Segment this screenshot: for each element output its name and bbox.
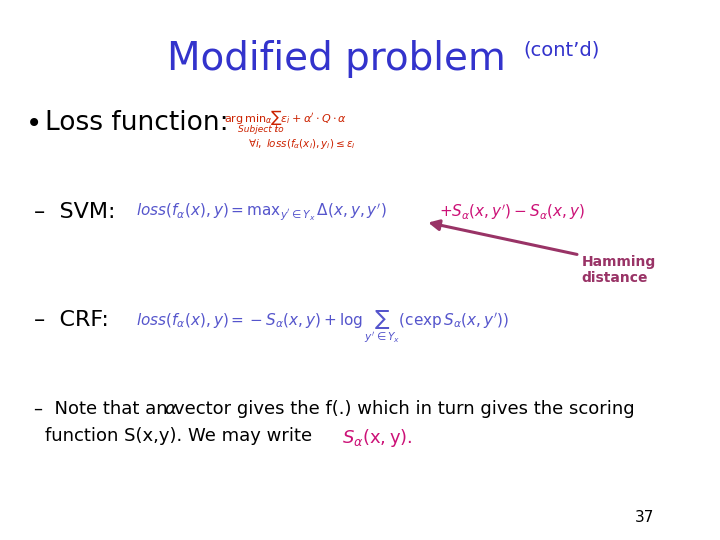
Text: –  CRF:: – CRF: — [34, 310, 109, 330]
Text: $loss(f_\alpha(x), y) = \mathrm{max}_{y' \in Y_x}\, \Delta(x, y, y')$: $loss(f_\alpha(x), y) = \mathrm{max}_{y'… — [135, 202, 387, 223]
Text: $\alpha$: $\alpha$ — [163, 400, 177, 418]
Text: Subject to: Subject to — [238, 125, 284, 134]
Text: Loss function:: Loss function: — [45, 110, 228, 136]
Text: $\forall i,\; loss(f_\alpha(x_i), y_i) \leq \varepsilon_i$: $\forall i,\; loss(f_\alpha(x_i), y_i) \… — [248, 137, 356, 151]
Text: –  SVM:: – SVM: — [34, 202, 115, 222]
Text: $S_\alpha\mathrm{(x,y).}$: $S_\alpha\mathrm{(x,y).}$ — [342, 427, 413, 449]
Text: (cont’d): (cont’d) — [523, 40, 600, 59]
Text: •: • — [26, 110, 42, 138]
Text: 37: 37 — [635, 510, 654, 525]
Text: Modified problem: Modified problem — [167, 40, 506, 78]
Text: $\mathrm{arg\,min}_\alpha \sum_i \varepsilon_i + \alpha' \cdot Q \cdot \alpha$: $\mathrm{arg\,min}_\alpha \sum_i \vareps… — [225, 108, 347, 134]
Text: –  Note that an: – Note that an — [34, 400, 167, 418]
Text: vector gives the f(.) which in turn gives the scoring: vector gives the f(.) which in turn give… — [174, 400, 634, 418]
Text: $+S_\alpha(x, y') - S_\alpha(x, y)$: $+S_\alpha(x, y') - S_\alpha(x, y)$ — [438, 202, 585, 221]
Text: function S(x,y). We may write: function S(x,y). We may write — [45, 427, 312, 445]
Text: $loss(f_\alpha(x), y) = -S_\alpha(x, y) + \log \sum_{y' \in Y_x} \left( \mathrm{: $loss(f_\alpha(x), y) = -S_\alpha(x, y) … — [135, 308, 509, 345]
Text: Hamming
distance: Hamming distance — [582, 255, 656, 285]
